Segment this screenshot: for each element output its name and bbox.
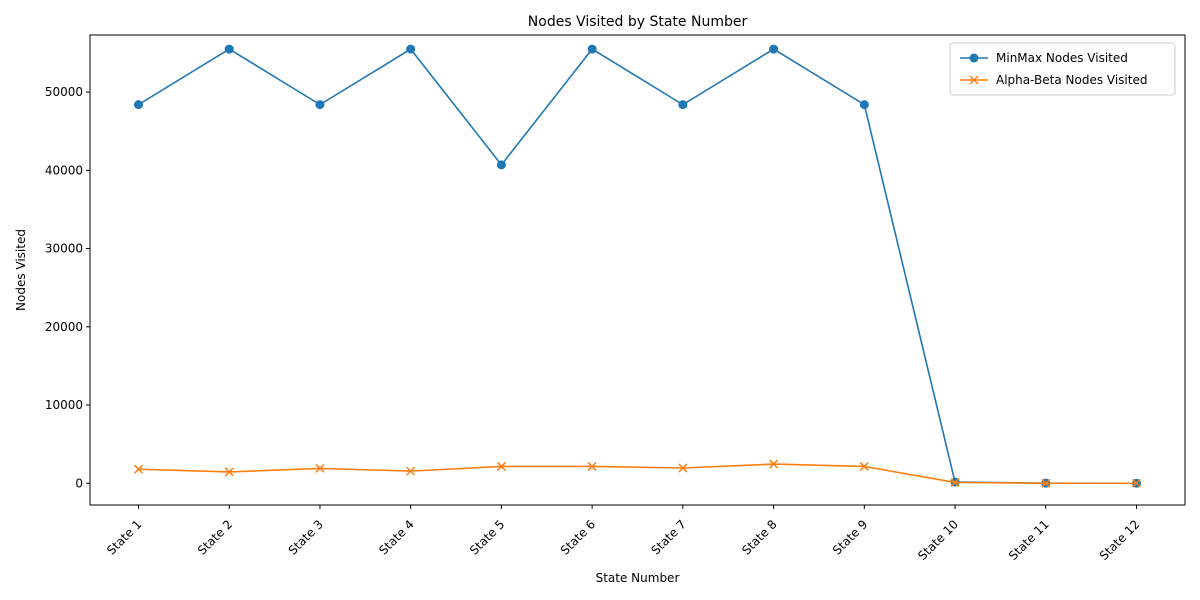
legend: MinMax Nodes Visited Alpha-Beta Nodes Vis… [949,42,1176,96]
legend-label-1: MinMax Nodes Visited [996,51,1128,65]
y-tick-label: 40000 [45,163,83,177]
series-line-2 [138,463,1137,485]
legend-label-2: Alpha-Beta Nodes Visited [996,73,1147,87]
data-point [678,463,688,473]
data-point [496,160,506,170]
plot-frame [89,34,1186,506]
data-point [496,461,506,471]
data-point [134,100,143,110]
data-point [859,100,869,110]
y-axis-label: Nodes Visited [14,229,28,311]
data-point [678,100,688,110]
data-point [133,464,144,474]
data-point [224,44,234,54]
data-point [406,44,416,54]
x-axis-label: State Number [596,571,680,585]
data-point [1041,478,1051,488]
y-tick-label: 50000 [45,85,83,99]
data-point [587,461,597,471]
data-point [1131,478,1142,488]
data-point [859,461,869,471]
data-point [406,466,416,476]
data-point [587,44,597,54]
data-point [769,459,779,469]
data-point [315,100,325,110]
data-point [224,467,234,477]
y-tick-label: 10000 [45,398,83,412]
data-point [769,44,779,54]
chart-title: Nodes Visited by State Number [528,14,748,30]
legend-marker-1 [969,53,979,63]
y-tick-label: 30000 [45,242,83,256]
y-tick-label: 20000 [45,320,83,334]
legend-marker-2 [969,75,979,85]
data-point [950,477,960,488]
legend-box [949,42,1176,96]
data-point [315,463,325,473]
y-tick-label: 0 [75,476,83,490]
